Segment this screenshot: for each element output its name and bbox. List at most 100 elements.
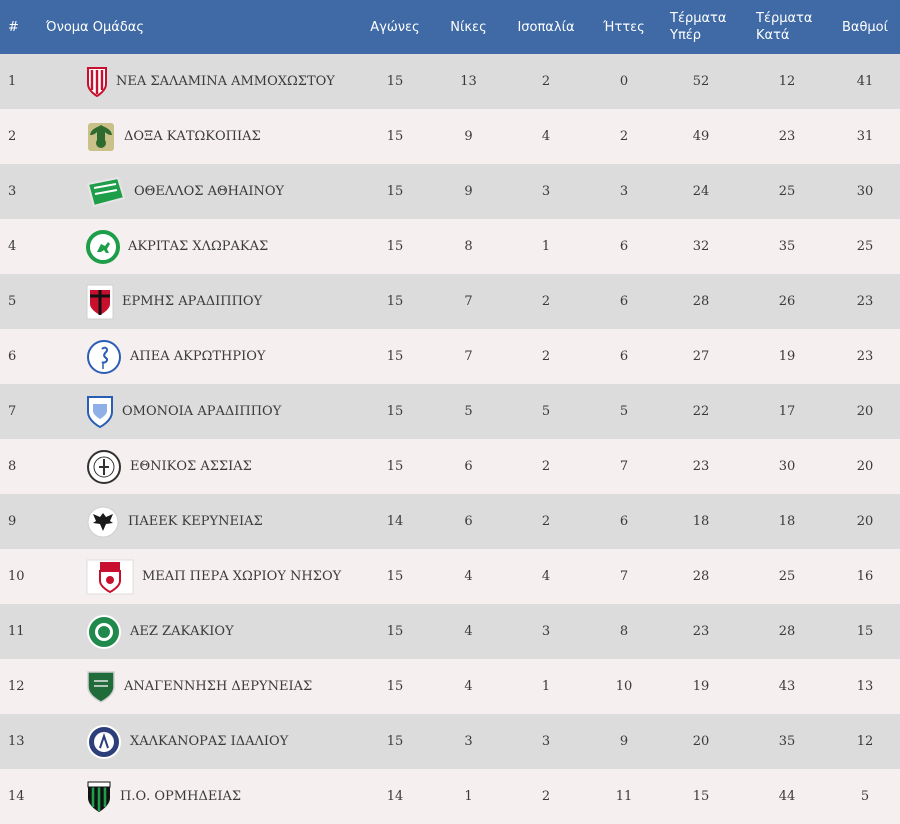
header-goals-against-line1: Τέρματα	[756, 11, 813, 26]
goals-for-cell: 52	[692, 74, 710, 89]
rank-cell: 5	[8, 294, 17, 309]
team-name[interactable]: ΕΘΝΙΚΟΣ ΑΣΣΙΑΣ	[130, 459, 252, 474]
header-points[interactable]: Βαθμοί	[841, 19, 889, 35]
team-cell[interactable]: ΕΘΝΙΚΟΣ ΑΣΣΙΑΣ	[40, 439, 355, 494]
played-cell: 14	[386, 789, 404, 804]
team-logo-icon	[86, 338, 122, 376]
team-cell[interactable]: ΑΠΕΑ ΑΚΡΩΤΗΡΙΟΥ	[40, 329, 355, 384]
team-cell[interactable]: ΝΕΑ ΣΑΛΑΜΙΝΑ ΑΜΜΟΧΩΣΤΟΥ	[40, 54, 355, 109]
team-name[interactable]: ΟΜΟΝΟΙΑ ΑΡΑΔΙΠΠΟΥ	[122, 404, 282, 419]
team-logo-icon	[86, 173, 126, 211]
points-cell: 5	[860, 789, 870, 804]
draws-cell: 2	[541, 74, 551, 89]
team-name[interactable]: ΔΟΞΑ ΚΑΤΩΚΟΠΙΑΣ	[124, 129, 261, 144]
team-cell[interactable]: ΑΚΡΙΤΑΣ ΧΛΩΡΑΚΑΣ	[40, 219, 355, 274]
goals-against-cell: 43	[778, 679, 796, 694]
table-row[interactable]: 3 ΟΘΕΛΛΟΣ ΑΘΗΑΙΝΟΥ 15 9 3 3 24 25 30	[0, 164, 900, 219]
draws-cell: 1	[541, 679, 551, 694]
team-logo-icon	[86, 448, 122, 486]
team-name[interactable]: ΑΚΡΙΤΑΣ ΧΛΩΡΑΚΑΣ	[128, 239, 269, 254]
losses-cell: 5	[619, 404, 629, 419]
team-logo-icon	[86, 63, 108, 101]
header-goals-against-line2: Κατά	[756, 28, 790, 43]
team-name[interactable]: ΧΑΛΚΑΝΟΡΑΣ ΙΔΑΛΙΟΥ	[130, 734, 289, 749]
header-draws[interactable]: Ισοπαλία	[517, 19, 575, 35]
losses-cell: 8	[619, 624, 629, 639]
team-cell[interactable]: ΑΝΑΓΕΝΝΗΣΗ ΔΕΡΥΝΕΙΑΣ	[40, 659, 355, 714]
wins-cell: 6	[464, 459, 473, 474]
wins-cell: 8	[464, 239, 473, 254]
table-row[interactable]: 13 ΧΑΛΚΑΝΟΡΑΣ ΙΔΑΛΙΟΥ 15 3 3 9 20 35 12	[0, 714, 900, 769]
team-cell[interactable]: ΟΜΟΝΟΙΑ ΑΡΑΔΙΠΠΟΥ	[40, 384, 355, 439]
team-name[interactable]: Π.Ο. ΟΡΜΗΔΕΙΑΣ	[120, 789, 242, 804]
team-cell[interactable]: Π.Ο. ΟΡΜΗΔΕΙΑΣ	[40, 769, 355, 824]
goals-against-cell: 19	[778, 349, 796, 364]
draws-cell: 4	[541, 129, 551, 144]
goals-against-cell: 25	[778, 184, 796, 199]
table-row[interactable]: 6 ΑΠΕΑ ΑΚΡΩΤΗΡΙΟΥ 15 7 2 6 27 19 23	[0, 329, 900, 384]
team-logo-icon	[86, 228, 120, 266]
team-cell[interactable]: ΟΘΕΛΛΟΣ ΑΘΗΑΙΝΟΥ	[40, 164, 355, 219]
table-row[interactable]: 2 ΔΟΞΑ ΚΑΤΩΚΟΠΙΑΣ 15 9 4 2 49 23 31	[0, 109, 900, 164]
points-cell: 30	[856, 184, 874, 199]
played-cell: 15	[386, 569, 404, 584]
table-row[interactable]: 12 ΑΝΑΓΕΝΝΗΣΗ ΔΕΡΥΝΕΙΑΣ 15 4 1 10 19 43 13	[0, 659, 900, 714]
team-name[interactable]: ΑΕΖ ΖΑΚΑΚΙΟΥ	[130, 624, 234, 639]
team-cell[interactable]: ΠΑΕΕΚ ΚΕΡΥΝΕΙΑΣ	[40, 494, 355, 549]
team-name[interactable]: ΝΕΑ ΣΑΛΑΜΙΝΑ ΑΜΜΟΧΩΣΤΟΥ	[116, 74, 335, 89]
goals-against-cell: 28	[778, 624, 796, 639]
draws-cell: 2	[541, 294, 551, 309]
played-cell: 15	[386, 184, 404, 199]
header-wins[interactable]: Νίκες	[450, 19, 487, 35]
table-row[interactable]: 5 ΕΡΜΗΣ ΑΡΑΔΙΠΠΟΥ 15 7 2 6 28 26 23	[0, 274, 900, 329]
table-row[interactable]: 11 ΑΕΖ ΖΑΚΑΚΙΟΥ 15 4 3 8 23 28 15	[0, 604, 900, 659]
played-cell: 15	[386, 239, 404, 254]
team-name[interactable]: ΟΘΕΛΛΟΣ ΑΘΗΑΙΝΟΥ	[134, 184, 285, 199]
team-cell[interactable]: ΧΑΛΚΑΝΟΡΑΣ ΙΔΑΛΙΟΥ	[40, 714, 355, 769]
team-logo-icon	[86, 503, 120, 541]
losses-cell: 2	[619, 129, 629, 144]
points-cell: 15	[856, 624, 874, 639]
table-row[interactable]: 8 ΕΘΝΙΚΟΣ ΑΣΣΙΑΣ 15 6 2 7 23 30 20	[0, 439, 900, 494]
goals-for-cell: 19	[692, 679, 710, 694]
goals-for-cell: 20	[692, 734, 710, 749]
header-goals-for[interactable]: Τέρματα Υπέρ	[658, 0, 744, 54]
played-cell: 15	[386, 404, 404, 419]
points-cell: 16	[856, 569, 874, 584]
team-name[interactable]: ΜΕΑΠ ΠΕΡΑ ΧΩΡΙΟΥ ΝΗΣΟΥ	[142, 569, 342, 584]
goals-for-cell: 23	[692, 459, 710, 474]
wins-cell: 6	[464, 514, 473, 529]
header-played[interactable]: Αγώνες	[370, 19, 420, 35]
table-row[interactable]: 1 ΝΕΑ ΣΑΛΑΜΙΝΑ ΑΜΜΟΧΩΣΤΟΥ 15 13 2 0 52 12 41	[0, 54, 900, 109]
header-team[interactable]: Όνομα Ομάδας	[46, 19, 144, 35]
wins-cell: 3	[464, 734, 473, 749]
table-row[interactable]: 7 ΟΜΟΝΟΙΑ ΑΡΑΔΙΠΠΟΥ 15 5 5 5 22 17 20	[0, 384, 900, 439]
table-row[interactable]: 4 ΑΚΡΙΤΑΣ ΧΛΩΡΑΚΑΣ 15 8 1 6 32 35 25	[0, 219, 900, 274]
losses-cell: 6	[619, 514, 629, 529]
team-logo-icon	[86, 118, 116, 156]
played-cell: 15	[386, 624, 404, 639]
team-cell[interactable]: ΔΟΞΑ ΚΑΤΩΚΟΠΙΑΣ	[40, 109, 355, 164]
draws-cell: 3	[541, 734, 551, 749]
team-cell[interactable]: ΕΡΜΗΣ ΑΡΑΔΙΠΠΟΥ	[40, 274, 355, 329]
header-goals-against[interactable]: Τέρματα Κατά	[744, 0, 830, 54]
wins-cell: 5	[464, 404, 473, 419]
table-row[interactable]: 14 Π.Ο. ΟΡΜΗΔΕΙΑΣ 14 1 2 11 15 44 5	[0, 769, 900, 824]
table-row[interactable]: 9 ΠΑΕΕΚ ΚΕΡΥΝΕΙΑΣ 14 6 2 6 18 18 20	[0, 494, 900, 549]
played-cell: 15	[386, 349, 404, 364]
team-cell[interactable]: ΑΕΖ ΖΑΚΑΚΙΟΥ	[40, 604, 355, 659]
team-name[interactable]: ΠΑΕΕΚ ΚΕΡΥΝΕΙΑΣ	[128, 514, 263, 529]
team-name[interactable]: ΕΡΜΗΣ ΑΡΑΔΙΠΠΟΥ	[122, 294, 263, 309]
points-cell: 12	[856, 734, 874, 749]
losses-cell: 9	[619, 734, 629, 749]
team-name[interactable]: ΑΠΕΑ ΑΚΡΩΤΗΡΙΟΥ	[130, 349, 266, 364]
team-cell[interactable]: ΜΕΑΠ ΠΕΡΑ ΧΩΡΙΟΥ ΝΗΣΟΥ	[40, 549, 355, 604]
points-cell: 20	[856, 514, 874, 529]
table-row[interactable]: 10 ΜΕΑΠ ΠΕΡΑ ΧΩΡΙΟΥ ΝΗΣΟΥ 15 4 4 7 28 25 16	[0, 549, 900, 604]
header-rank[interactable]: #	[8, 19, 19, 35]
header-losses[interactable]: Ήττες	[603, 19, 645, 35]
team-name[interactable]: ΑΝΑΓΕΝΝΗΣΗ ΔΕΡΥΝΕΙΑΣ	[124, 679, 313, 694]
played-cell: 15	[386, 294, 404, 309]
team-logo-icon	[86, 668, 116, 706]
